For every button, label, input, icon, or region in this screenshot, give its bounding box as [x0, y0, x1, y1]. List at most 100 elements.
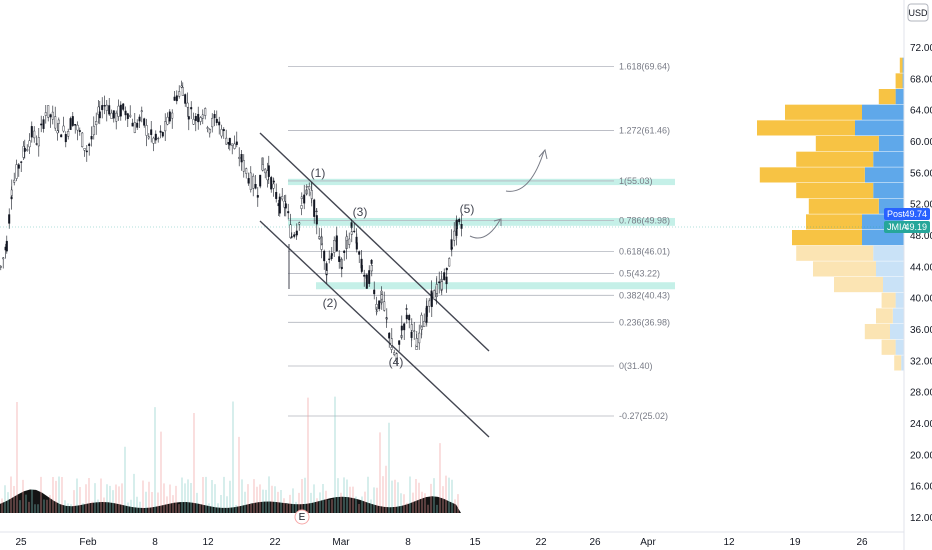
candle-body: [330, 255, 333, 259]
candle-body: [8, 214, 11, 224]
volume-profile-down-bar: [855, 120, 904, 136]
candle-body: [30, 126, 33, 138]
fibonacci-retracement: 1.618(69.64) 1.272(61.46) 1(55.03) 0.786(49…: [288, 61, 670, 421]
price-tick-label: 28.00: [910, 388, 932, 399]
candle-body: [378, 300, 381, 310]
fib-level-label: 0.5(43.22): [619, 268, 660, 278]
price-tag-box: [884, 208, 930, 220]
candle-body: [252, 175, 255, 189]
price-zone: [288, 178, 675, 186]
fib-level-label: 1(55.03): [619, 176, 653, 186]
candle-body: [247, 178, 250, 184]
candle-body: [233, 143, 236, 149]
candle-body: [74, 124, 77, 126]
candle-body: [360, 265, 363, 272]
volume-profile: [757, 57, 904, 371]
candle-body: [115, 112, 118, 122]
candle-body: [33, 130, 36, 139]
volume-profile-up-bar: [876, 308, 893, 324]
candle-body: [220, 129, 223, 137]
candle-body: [315, 215, 318, 225]
candle-body: [284, 203, 287, 209]
volume-profile-down-bar: [876, 261, 904, 277]
price-tick-label: 16.00: [910, 482, 932, 493]
volume-profile-up-bar: [899, 57, 903, 73]
volume-profile-up-bar: [792, 230, 862, 246]
price-tick-label: 44.00: [910, 262, 932, 273]
price-tag-value: 49.19: [904, 222, 927, 232]
candle-body: [81, 132, 84, 148]
candle-body: [145, 125, 148, 136]
volume-profile-up-bar: [759, 167, 865, 183]
wave-label: (5): [460, 202, 475, 216]
candle-body: [290, 236, 293, 238]
candle-body: [358, 251, 361, 255]
price-tick-label: 40.00: [910, 294, 932, 305]
candle-body: [261, 164, 264, 171]
candle-body: [405, 314, 408, 320]
candle-body: [254, 184, 257, 189]
candle-body: [88, 143, 91, 147]
candle-body: [275, 192, 278, 199]
price-tick-label: 72.00: [910, 43, 932, 54]
candle-body: [0, 266, 2, 268]
volume-profile-up-bar: [894, 355, 902, 371]
candle-body: [328, 258, 331, 260]
candle-body: [78, 130, 81, 132]
elliott-wave-labels: (1) (2) (3) (4) (5): [311, 166, 475, 369]
candle-body: [256, 195, 259, 198]
candle-body: [10, 189, 13, 196]
volume-profile-down-bar: [895, 339, 904, 355]
candle-body: [211, 117, 214, 128]
volume-profile-down-bar: [895, 292, 904, 308]
candle-body: [365, 274, 368, 289]
candle-body: [450, 247, 453, 250]
candle-body: [448, 258, 451, 267]
price-tick-label: 24.00: [910, 419, 932, 430]
time-tick-label: Feb: [79, 537, 97, 548]
candle-body: [206, 127, 209, 129]
candle-body: [215, 118, 218, 123]
candle-body: [199, 117, 202, 122]
candle-body: [278, 196, 281, 214]
candle-body: [76, 124, 79, 131]
candle-body: [420, 326, 423, 330]
candle-body: [159, 130, 162, 133]
candle-body: [355, 242, 358, 250]
candle-body: [150, 129, 153, 135]
candle-body: [168, 111, 171, 122]
candle-body: [67, 131, 70, 137]
candle-body: [42, 119, 45, 129]
candle-body: [235, 141, 238, 145]
candle-body: [47, 105, 50, 118]
candle-body: [175, 95, 178, 102]
volume-profile-up-bar: [834, 277, 883, 293]
candle-body: [181, 87, 184, 96]
candle-body: [218, 121, 221, 126]
volume-profile-down-bar: [883, 277, 904, 293]
channel-lower-line: [259, 220, 490, 438]
price-tag-label: Post: [887, 209, 906, 219]
candle-body: [453, 230, 456, 241]
candle-body: [54, 116, 57, 129]
volume-profile-down-bar: [862, 230, 904, 246]
candle-body: [428, 300, 431, 307]
volume-profile-down-bar: [892, 308, 904, 324]
candle-body: [213, 114, 216, 119]
candle-body: [186, 102, 189, 108]
candle-body: [410, 324, 413, 331]
candle-body: [368, 270, 371, 284]
candle-body: [298, 222, 301, 225]
candle-body: [166, 116, 169, 125]
volume-profile-up-bar: [878, 89, 896, 105]
currency-badge[interactable]: USD: [907, 3, 929, 22]
price-axis[interactable]: 72.00 68.00 64.00 60.00 56.00 52.00 48.00 44.00…: [903, 0, 932, 550]
volume-moving-average-area: [0, 489, 461, 513]
candle-body: [383, 301, 386, 311]
time-axis[interactable]: 25 Feb 8 12 22 Mar 8 15 22 26 Apr 12 19 26: [0, 531, 904, 548]
price-tick-label: 12.00: [910, 513, 932, 524]
candle-body: [122, 103, 125, 110]
